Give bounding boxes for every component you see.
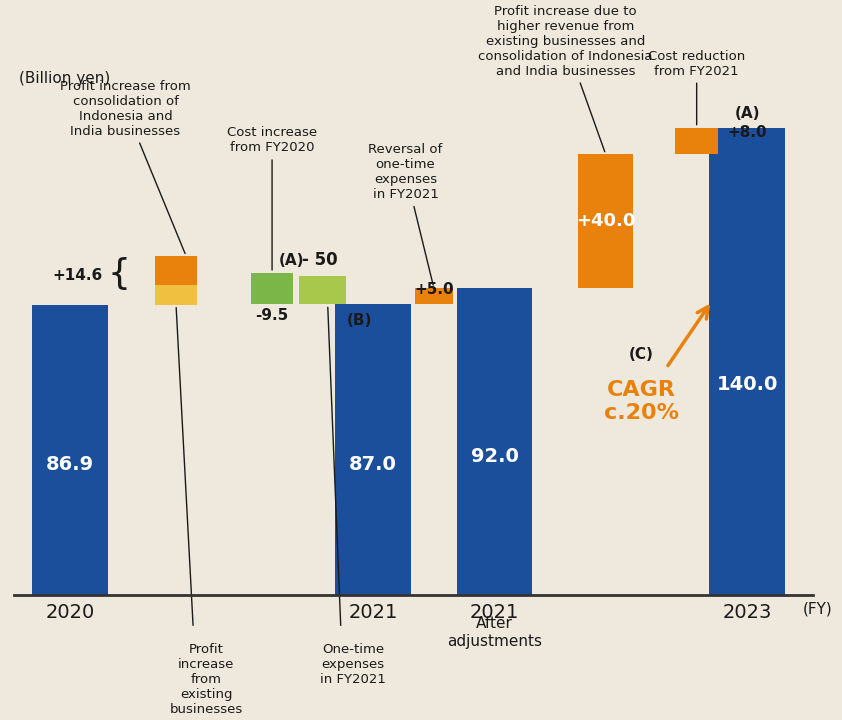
Text: 87.0: 87.0 [349,454,397,474]
Text: {: { [107,258,131,292]
Text: After
adjustments: After adjustments [447,616,542,649]
Text: Reversal of
one-time
expenses
in FY2021: Reversal of one-time expenses in FY2021 [369,143,443,285]
Text: (A): (A) [279,253,305,268]
Text: (C): (C) [629,347,653,362]
Bar [578,154,633,288]
Text: +8.0: +8.0 [727,125,766,140]
Text: +40.0: +40.0 [576,212,636,230]
Text: 2023: 2023 [722,603,772,622]
Text: - 50: - 50 [301,251,338,269]
Bar [251,273,293,305]
Text: +14.6: +14.6 [52,268,102,282]
Bar [335,305,411,595]
Text: Profit
increase
from
existing
businesses: Profit increase from existing businesses [170,643,243,716]
Text: Cost increase
from FY2020: Cost increase from FY2020 [227,126,317,270]
Bar [456,288,532,595]
Text: (Billion yen): (Billion yen) [19,71,110,86]
Text: 92.0: 92.0 [471,447,519,466]
Bar [155,285,197,305]
Text: (A): (A) [735,106,760,121]
Bar [414,288,453,305]
Text: +5.0: +5.0 [414,282,454,297]
Text: 2021: 2021 [470,603,520,622]
Text: 140.0: 140.0 [717,375,778,394]
Text: Profit increase from
consolidation of
Indonesia and
India businesses: Profit increase from consolidation of In… [60,80,191,253]
Text: 86.9: 86.9 [45,455,94,474]
Bar [32,305,108,595]
Bar [675,127,718,154]
Text: CAGR
c.20%: CAGR c.20% [604,379,679,423]
Text: (FY): (FY) [802,601,833,616]
Text: One-time
expenses
in FY2021: One-time expenses in FY2021 [320,643,386,686]
Text: 2021: 2021 [349,603,398,622]
Text: Cost reduction
from FY2021: Cost reduction from FY2021 [648,50,745,125]
Text: Profit increase due to
higher revenue from
existing businesses and
consolidation: Profit increase due to higher revenue fr… [478,4,653,152]
Bar [155,256,197,285]
Bar [300,276,346,305]
Text: -9.5: -9.5 [255,308,289,323]
Text: (B): (B) [347,312,372,328]
Bar [709,127,785,595]
Text: 2020: 2020 [45,603,94,622]
